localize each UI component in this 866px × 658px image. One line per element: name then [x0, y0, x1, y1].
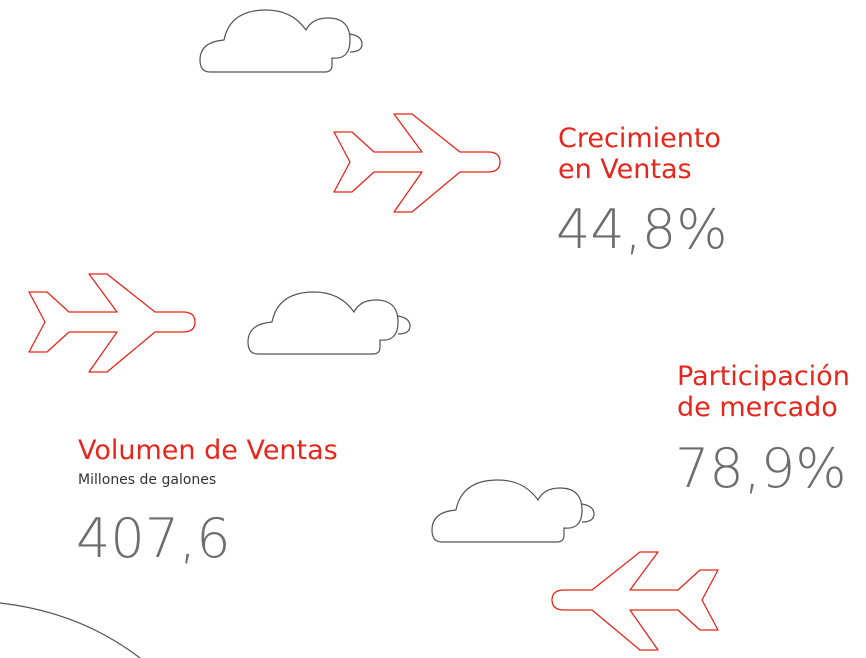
stat-label: Participación: [677, 361, 850, 392]
stat-label: Volumen de Ventas: [78, 435, 338, 466]
cloud: [247, 291, 411, 355]
stat-value: 407,6: [76, 507, 231, 570]
plane: [551, 551, 719, 651]
cloud: [199, 9, 363, 73]
stat-label: de mercado: [677, 392, 838, 423]
stat-note: Millones de galones: [78, 472, 216, 488]
curve: [0, 602, 141, 658]
plane: [333, 113, 501, 213]
cloud: [431, 479, 595, 543]
plane: [28, 273, 196, 373]
stat-label: en Ventas: [558, 154, 692, 185]
stat-value: 44,8%: [556, 198, 728, 261]
stat-value: 78,9%: [675, 437, 847, 500]
stat-label: Crecimiento: [558, 123, 721, 154]
